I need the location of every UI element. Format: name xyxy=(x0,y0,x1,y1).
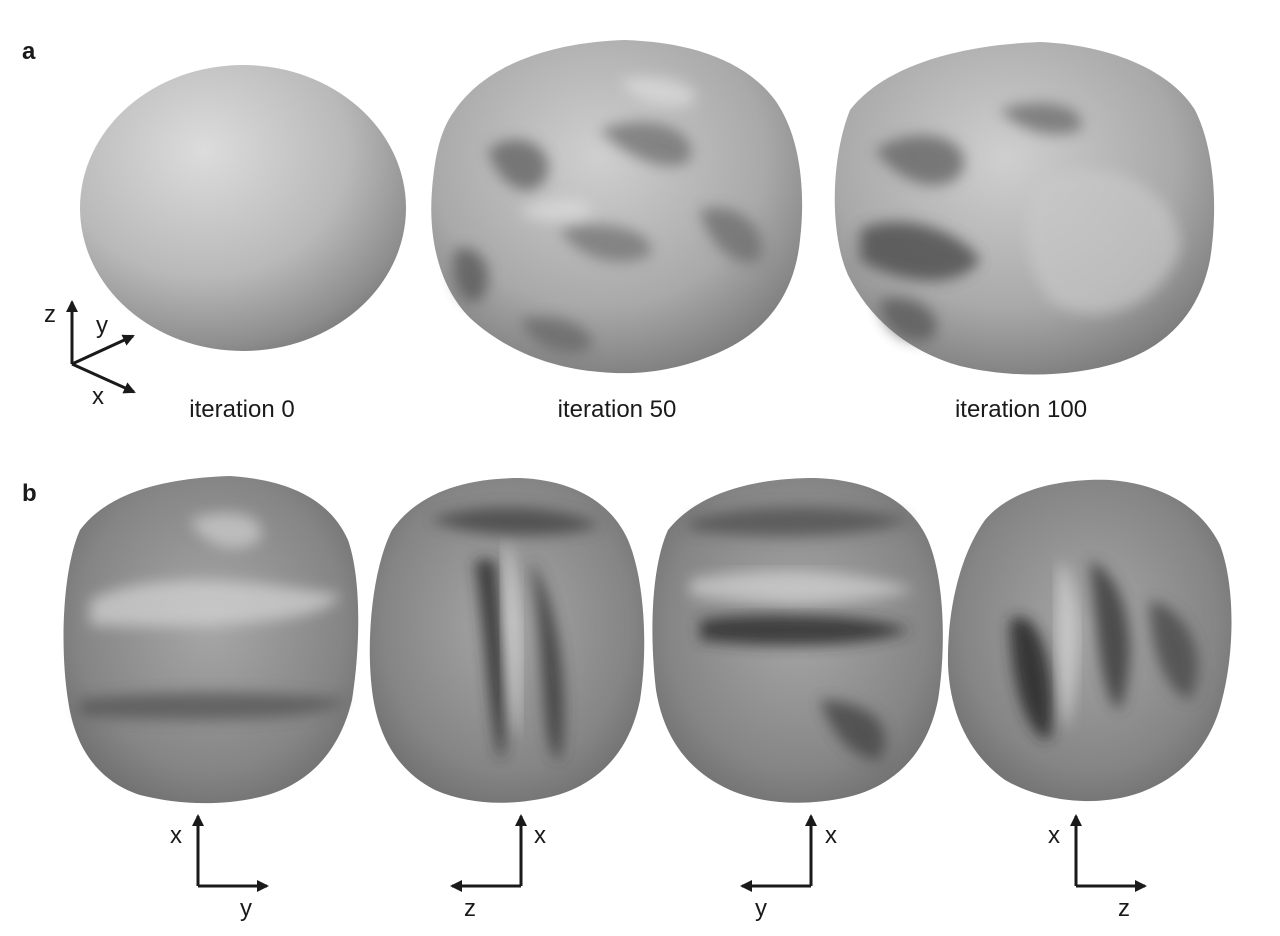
caption-iteration-100: iteration 100 xyxy=(954,396,1088,423)
shape-view-3 xyxy=(652,478,943,803)
shape-view-4 xyxy=(947,479,1232,802)
shape-iteration-0 xyxy=(80,65,406,351)
panel-label-a: a xyxy=(22,38,36,65)
view-3-vertical-label: x xyxy=(825,822,837,849)
x-axis-label: x xyxy=(92,383,104,410)
axis-triad-a xyxy=(66,300,136,394)
z-axis-label: z xyxy=(44,301,56,328)
caption-iteration-50: iteration 50 xyxy=(557,396,677,423)
caption-iteration-0: iteration 0 xyxy=(189,396,295,423)
view-1-vertical-label: x xyxy=(170,822,182,849)
view-4-horizontal-label: z xyxy=(1118,895,1130,922)
panel-label-b: b xyxy=(22,480,37,507)
view-2-vertical-label: x xyxy=(534,822,546,849)
shape-iteration-50 xyxy=(431,40,803,374)
shape-view-1 xyxy=(63,476,359,804)
y-axis-label: y xyxy=(96,312,108,339)
view-2-horizontal-label: z xyxy=(464,895,476,922)
y-axis-arrow xyxy=(71,334,135,366)
x-axis-arrow xyxy=(71,362,136,394)
shape-iteration-100 xyxy=(834,42,1215,375)
view-1-horizontal-label: y xyxy=(240,895,252,922)
view-3-horizontal-label: y xyxy=(755,895,767,922)
view-4-vertical-label: x xyxy=(1048,822,1060,849)
shape-view-2 xyxy=(369,478,645,803)
